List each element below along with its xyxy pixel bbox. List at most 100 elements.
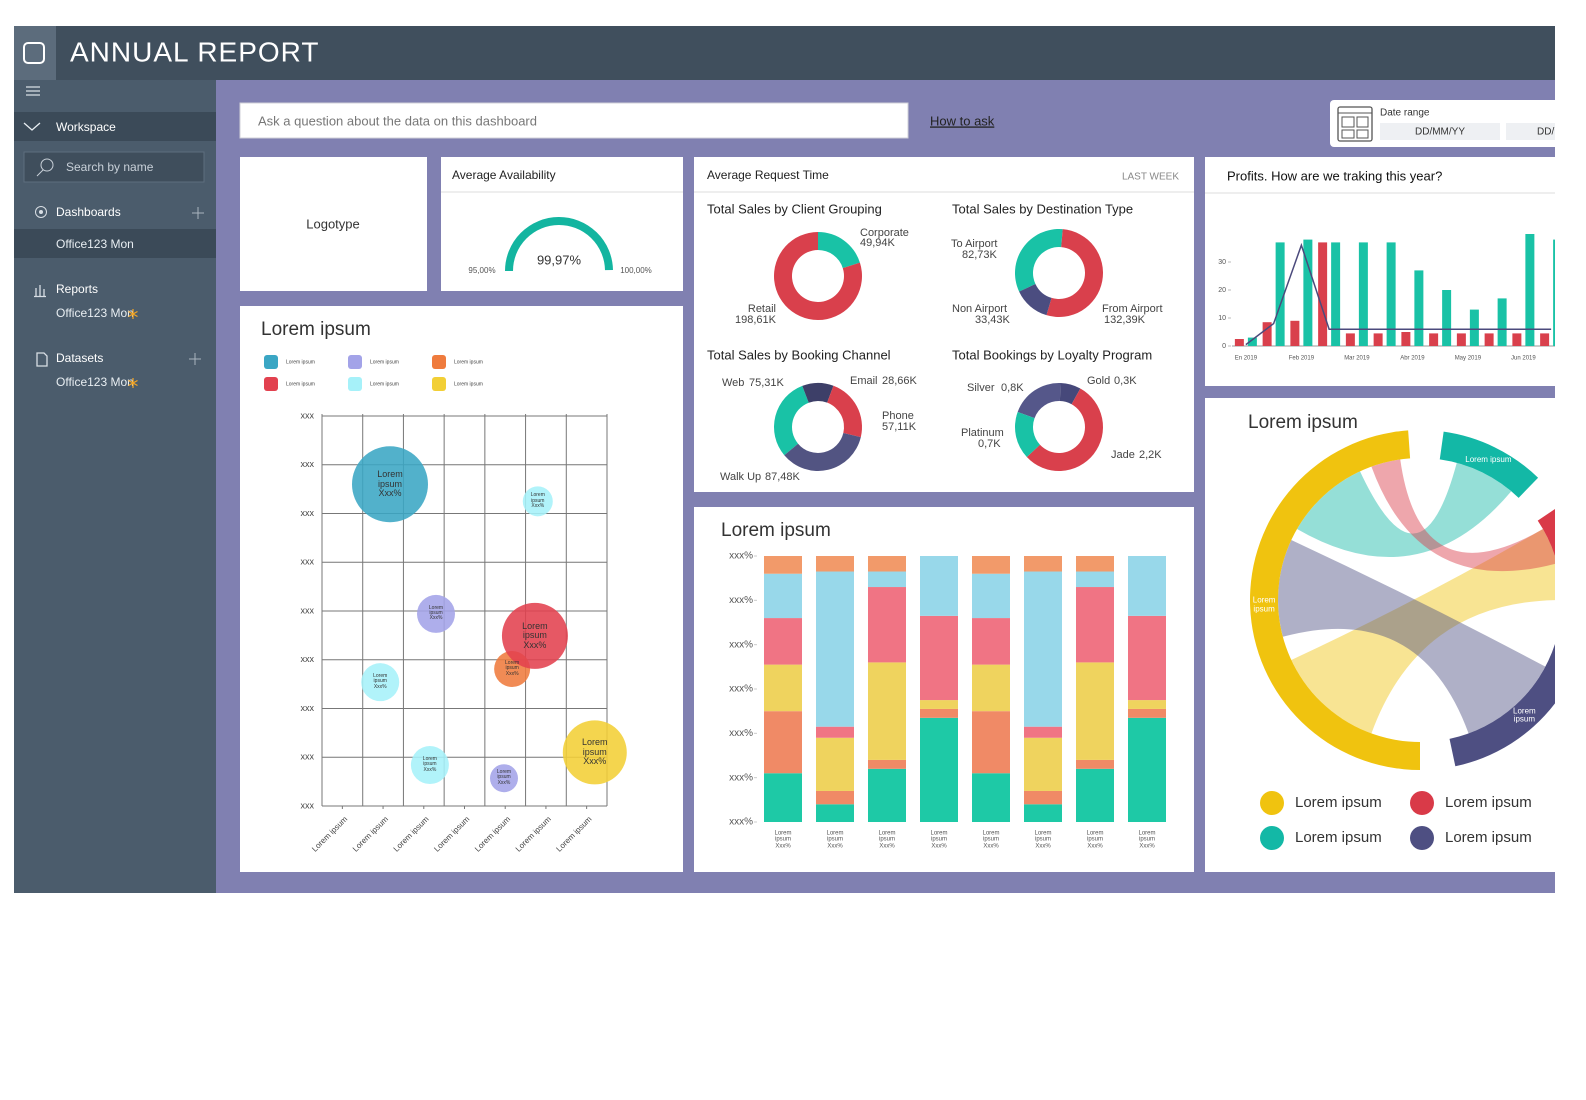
- y-tick-label: 0: [1222, 343, 1226, 350]
- donut-segment: [1015, 228, 1063, 292]
- bar: [1345, 333, 1355, 346]
- bubble: [410, 746, 449, 785]
- card-title: Profits. How are we traking this year?: [1227, 168, 1442, 183]
- donut-value: 28,66K: [882, 375, 918, 387]
- legend-label: Lorem ipsum: [286, 381, 315, 387]
- add-button[interactable]: [189, 353, 201, 365]
- legend-swatch: [432, 377, 446, 391]
- bar-segment: [816, 790, 854, 805]
- bubble: [562, 720, 627, 785]
- date-field[interactable]: [1380, 123, 1500, 140]
- legend-swatch: [264, 377, 278, 391]
- chevron: [23, 122, 41, 131]
- gauge-arc: [505, 217, 613, 272]
- donut-segment: [1026, 388, 1103, 471]
- card-title: Average Availability: [452, 168, 556, 182]
- bar: [1484, 333, 1494, 346]
- bar: [1540, 333, 1550, 346]
- datasets-icon: [36, 352, 48, 367]
- bar: [1358, 242, 1368, 346]
- legend-label: Lorem ipsum: [454, 381, 483, 387]
- bar-segment: [920, 708, 958, 718]
- donut-segment: [818, 232, 860, 269]
- bar: [1386, 242, 1396, 346]
- x-tick-label: En 2019: [1235, 356, 1258, 362]
- legend-label: Lorem ipsum: [370, 359, 399, 365]
- donut-value: 0,3K: [1114, 375, 1137, 387]
- donut-category: Walk Up: [720, 471, 761, 483]
- donut-title: Total Bookings by Loyalty Program: [952, 347, 1152, 362]
- legend-swatch: [348, 377, 362, 391]
- y-tick-label: 20: [1218, 287, 1226, 294]
- donut-value: 132,39K: [1104, 314, 1146, 326]
- nav-group[interactable]: Dashboards: [56, 205, 121, 219]
- bar-segment: [1024, 571, 1062, 727]
- help-link[interactable]: How to ask: [930, 113, 995, 128]
- donut-value: 0,7K: [978, 438, 1001, 450]
- bar: [1456, 333, 1466, 346]
- app-icon[interactable]: [23, 42, 45, 64]
- donut-category: To Airport: [951, 238, 997, 250]
- nav-item[interactable]: Office123 Mon: [56, 237, 134, 251]
- donut-segment: [1046, 229, 1103, 317]
- menu-icon[interactable]: [26, 86, 40, 96]
- bar: [1469, 309, 1479, 346]
- bar: [1318, 242, 1328, 346]
- y-tick-label: 10: [1218, 315, 1226, 322]
- bubble: [351, 446, 428, 523]
- legend-marker: [1410, 791, 1434, 815]
- bubble: [489, 764, 518, 793]
- bar-segment: [868, 571, 906, 588]
- donut-segment: [1014, 411, 1040, 458]
- workspace-row[interactable]: [14, 112, 216, 141]
- donut-category: Corporate: [860, 227, 909, 239]
- y-tick-label: xxx: [301, 654, 315, 664]
- bar-segment: [972, 573, 1010, 619]
- nav-item[interactable]: Office123 Mon: [56, 306, 134, 320]
- bar-segment: [1076, 587, 1114, 663]
- bar-segment: [972, 773, 1010, 822]
- legend-label: Lorem ipsum: [454, 359, 483, 365]
- y-tick-label: xxx%: [729, 595, 753, 606]
- card-title: Lorem ipsum: [721, 520, 831, 541]
- bar-segment: [1024, 790, 1062, 805]
- sidebar: [14, 80, 216, 893]
- donut-value: 0,8K: [1001, 382, 1024, 394]
- bar: [1303, 239, 1313, 346]
- x-tick-label: Jun 2019: [1511, 356, 1536, 362]
- question-input[interactable]: [239, 102, 909, 139]
- selected-row[interactable]: [14, 229, 216, 258]
- nav-group[interactable]: Datasets: [56, 351, 103, 365]
- y-tick-label: xxx%: [729, 551, 753, 562]
- x-tick-label: Mar 2019: [1344, 356, 1370, 362]
- line: [1245, 242, 1552, 346]
- nav-item[interactable]: Office123 Mon: [56, 375, 134, 389]
- date-field[interactable]: [1506, 123, 1586, 140]
- search-placeholder: Search by name: [66, 160, 154, 174]
- date-field-text: DD/MM/YY: [1537, 127, 1586, 138]
- y-tick-label: xxx: [301, 752, 315, 762]
- y-tick-label: xxx%: [729, 639, 753, 650]
- search-box[interactable]: [23, 151, 205, 183]
- bar: [1525, 234, 1535, 346]
- legend-swatch: [432, 355, 446, 369]
- reports-icon: [34, 285, 46, 298]
- gauge-range-label: 100,00%: [620, 266, 652, 275]
- input-placeholder: Ask a question about the data on this da…: [258, 113, 537, 128]
- legend-label: Lorem ipsum: [1295, 829, 1382, 846]
- calendar-icon: [1337, 106, 1373, 142]
- bar-segment: [868, 662, 906, 760]
- ribbon: [1371, 459, 1555, 572]
- y-tick-label: xxx%: [729, 728, 753, 739]
- nav-group[interactable]: Reports: [56, 282, 98, 296]
- bar-segment: [920, 700, 958, 709]
- bar-segment: [972, 556, 1010, 574]
- add-button[interactable]: [192, 207, 204, 219]
- bar-segment: [1076, 571, 1114, 588]
- donut-category: Silver: [967, 382, 995, 394]
- bar-segment: [972, 711, 1010, 774]
- ribbon: [1291, 529, 1555, 734]
- gauge-value: 99,97%: [537, 252, 582, 267]
- bar-segment: [1076, 556, 1114, 572]
